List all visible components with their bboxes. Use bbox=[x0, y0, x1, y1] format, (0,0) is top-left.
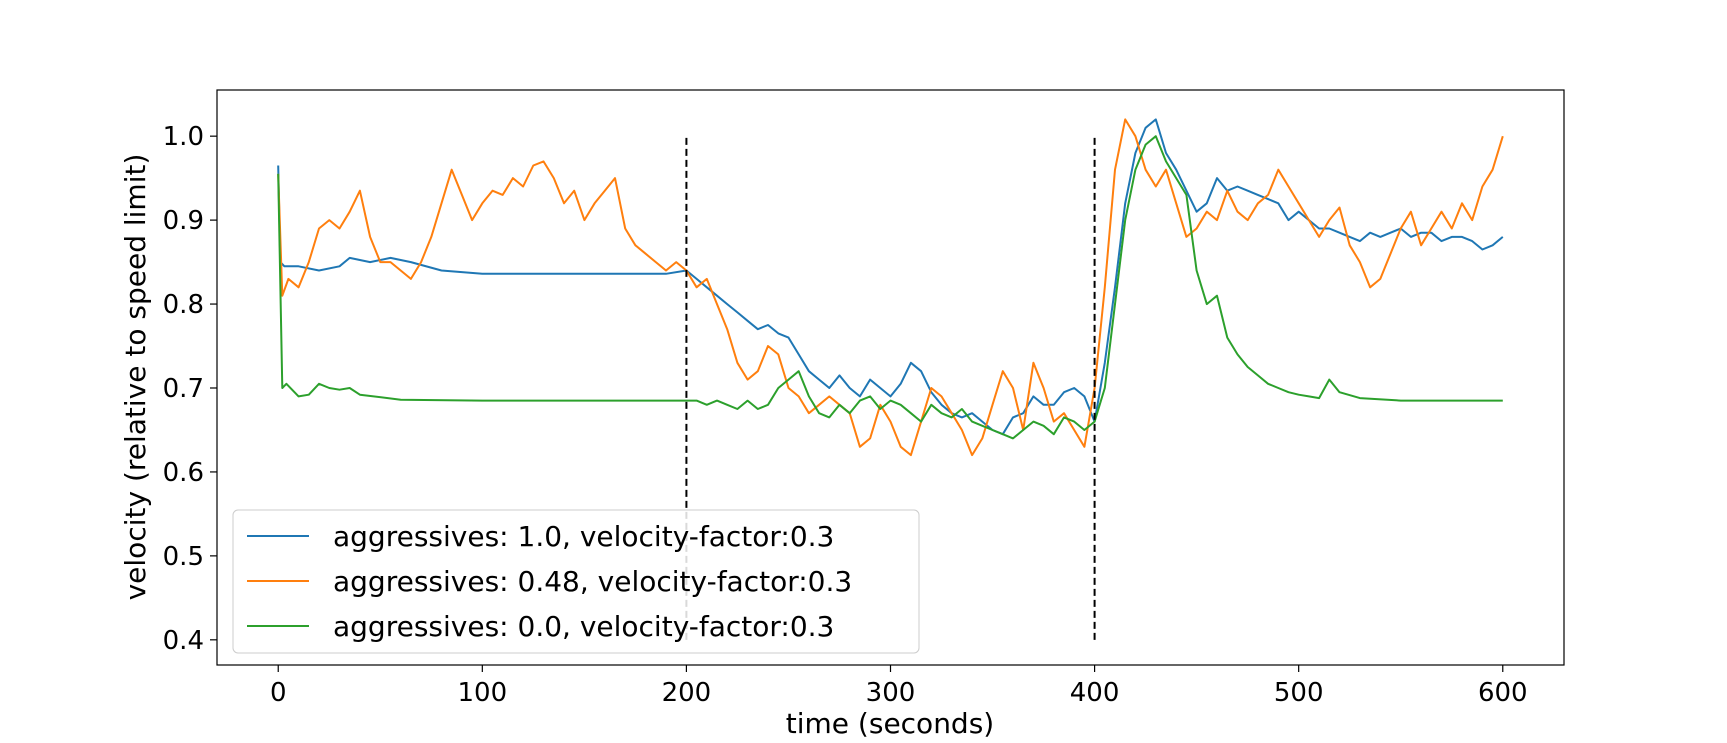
y-tick-label: 0.9 bbox=[163, 206, 204, 236]
x-axis: 0 100 200 300 400 500 600 bbox=[270, 665, 1528, 708]
x-tick-label: 400 bbox=[1070, 678, 1120, 708]
x-axis-label: time (seconds) bbox=[786, 707, 994, 740]
y-axis-label: velocity (relative to speed limit) bbox=[119, 154, 152, 601]
y-tick-label: 0.8 bbox=[163, 290, 204, 320]
legend-box bbox=[232, 509, 920, 654]
x-tick-label: 300 bbox=[866, 678, 916, 708]
x-tick-label: 500 bbox=[1274, 678, 1324, 708]
legend-label-0: aggressives: 1.0, velocity-factor:0.3 bbox=[333, 520, 834, 553]
y-tick-label: 0.6 bbox=[163, 458, 204, 488]
series-layer bbox=[277, 118, 1504, 457]
x-tick-label: 100 bbox=[457, 678, 507, 708]
legend-label-2: aggressives: 0.0, velocity-factor:0.3 bbox=[333, 610, 834, 643]
x-tick-label: 0 bbox=[270, 678, 287, 708]
y-tick-label: 0.5 bbox=[163, 542, 204, 572]
series-line-0 bbox=[277, 118, 1504, 436]
y-tick-label: 0.7 bbox=[163, 374, 204, 404]
x-tick-label: 600 bbox=[1478, 678, 1528, 708]
series-line-1 bbox=[277, 118, 1504, 457]
legend-label-1: aggressives: 0.48, velocity-factor:0.3 bbox=[333, 565, 852, 598]
y-tick-label: 1.0 bbox=[163, 122, 204, 152]
y-axis: 0.4 0.5 0.6 0.7 0.8 0.9 1.0 bbox=[163, 122, 217, 656]
legend: aggressives: 1.0, velocity-factor:0.3 agg… bbox=[232, 509, 920, 654]
x-tick-label: 200 bbox=[662, 678, 712, 708]
y-tick-label: 0.4 bbox=[163, 626, 204, 656]
series-line-2 bbox=[277, 135, 1503, 440]
